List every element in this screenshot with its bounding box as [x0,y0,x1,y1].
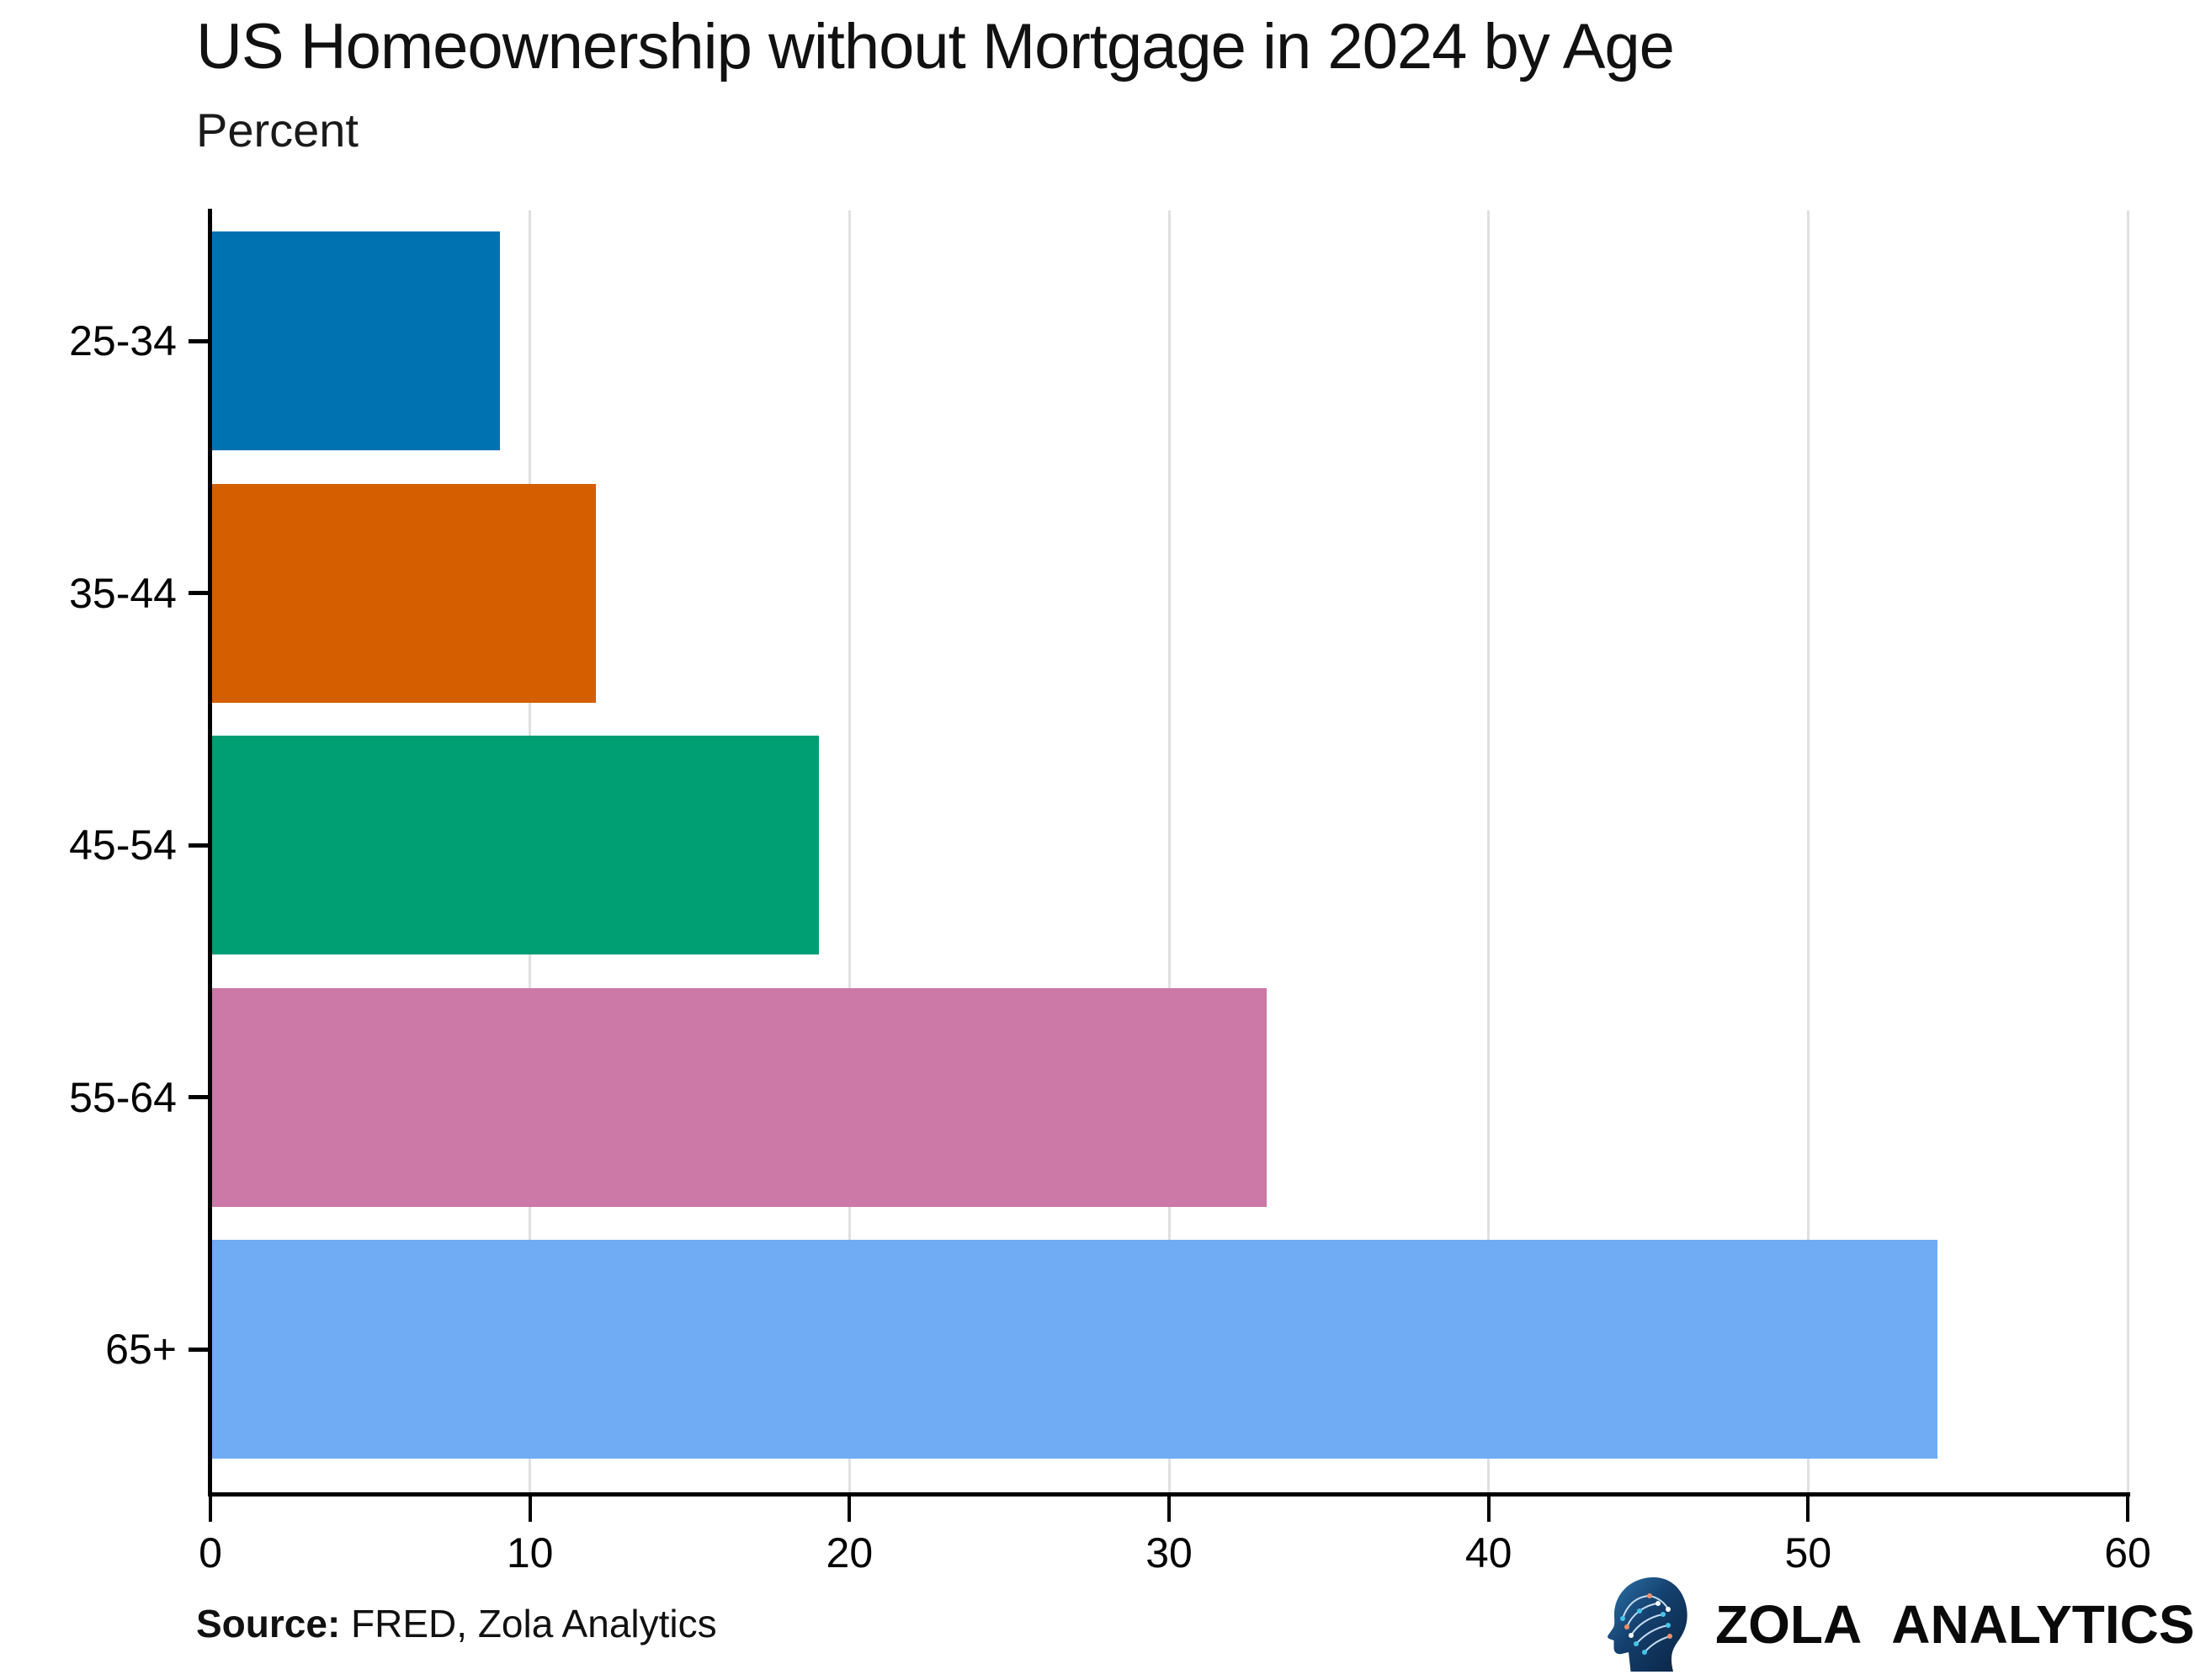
y-tick-45-54 [189,843,210,848]
source-note: Source: FRED, Zola Analytics [196,1601,717,1646]
x-tick-label-30: 30 [1145,1529,1193,1576]
gridline-50 [1806,210,1810,1494]
y-tick-label-65+: 65+ [105,1326,177,1373]
y-tick-label-45-54: 45-54 [69,821,177,869]
brand-name: ZOLA ANALYTICS [1715,1594,2195,1655]
x-axis-line [208,1492,2130,1497]
bar-25-34 [212,231,500,450]
bar-55-64 [212,987,1267,1207]
x-tick-label-40: 40 [1464,1529,1512,1576]
x-tick-30 [1167,1497,1171,1522]
x-tick-0 [209,1497,212,1522]
source-text: FRED, Zola Analytics [340,1602,717,1645]
x-tick-60 [2126,1497,2129,1522]
x-tick-label-20: 20 [826,1529,874,1576]
x-tick-label-10: 10 [506,1529,554,1576]
y-tick-label-25-34: 25-34 [69,317,177,364]
y-tick-65+ [189,1347,210,1352]
brand-logo: ZOLA ANALYTICS [1606,1572,2195,1677]
source-label: Source: [196,1602,341,1645]
chart-subtitle: Percent [196,104,359,157]
x-tick-40 [1486,1497,1491,1522]
gridline-30 [1167,210,1171,1494]
y-axis-line [208,209,212,1497]
y-tick-25-34 [189,338,210,343]
circuit-head-icon [1608,1577,1687,1672]
x-tick-50 [1806,1497,1810,1522]
gridline-60 [2126,210,2129,1494]
x-tick-label-60: 60 [2104,1529,2151,1576]
x-tick-10 [528,1497,532,1522]
gridline-40 [1487,210,1491,1494]
bar-65+ [212,1240,1938,1459]
chart-title: US Homeownership without Mortgage in 202… [196,11,1675,82]
bar-35-44 [212,483,596,703]
x-tick-label-0: 0 [199,1529,222,1576]
x-tick-20 [848,1497,852,1522]
x-tick-label-50: 50 [1784,1529,1832,1576]
y-tick-35-44 [189,591,210,595]
gridline-20 [848,210,851,1494]
y-tick-55-64 [189,1095,210,1099]
y-tick-label-55-64: 55-64 [69,1073,177,1121]
y-tick-label-35-44: 35-44 [69,569,177,617]
bar-45-54 [212,736,820,954]
